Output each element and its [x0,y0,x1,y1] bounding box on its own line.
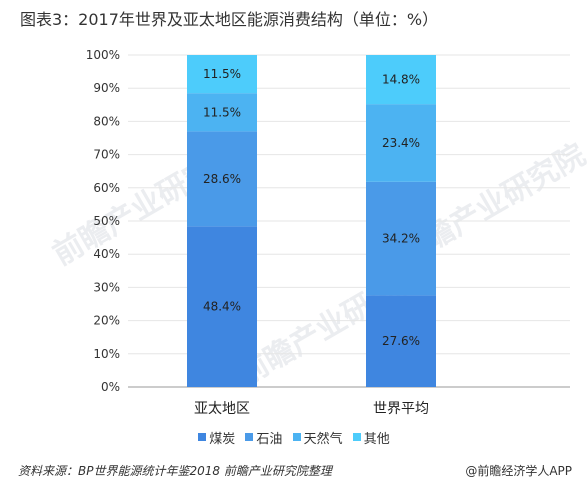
data-label: 11.5% [203,105,241,119]
data-label: 11.5% [203,67,241,81]
brand-credit: @前瞻经济学人APP [465,464,572,478]
footer: 资料来源：BP世界能源统计年鉴2018 前瞻产业研究院整理 @前瞻经济学人APP [0,452,588,488]
bar-segment [366,104,436,182]
y-tick-label: 30% [93,280,120,294]
legend-item-gas: 天然气 [292,428,343,447]
legend-label: 石油 [256,432,283,447]
bar-segment [187,131,257,227]
y-tick-label: 100% [86,48,120,62]
legend-item-coal: 煤炭 [198,428,235,447]
y-tick-label: 0% [101,380,120,394]
y-tick-label: 10% [93,347,120,361]
y-tick-label: 90% [93,81,120,95]
legend-item-oil: 石油 [245,428,282,447]
data-label: 28.6% [203,172,241,186]
y-tick-label: 70% [93,148,120,162]
legend-swatch [198,432,207,441]
x-category-label: 世界平均 [373,401,429,417]
data-label: 14.8% [382,73,420,87]
legend-label: 天然气 [303,432,343,447]
data-label: 34.2% [382,232,420,246]
bar-segment [187,226,257,387]
legend-item-other: 其他 [352,428,390,447]
legend-swatch [245,432,254,441]
stacked-bar-chart: 0% 10% 20% 30% 40% 50% 60% 70% 80% 90% 100% 48.4% 28… [86,48,570,417]
legend-swatch [292,432,301,441]
bar-segment [366,295,436,387]
x-category-label: 亚太地区 [194,401,250,417]
data-label: 48.4% [203,300,241,314]
source-note: 资料来源：BP世界能源统计年鉴2018 前瞻产业研究院整理 [18,464,332,478]
legend-label: 其他 [363,432,390,447]
data-label: 23.4% [382,136,420,150]
bar-segment [187,93,257,132]
y-tick-label: 60% [93,181,120,195]
y-tick-label: 40% [93,247,120,261]
legend-swatch [352,432,361,441]
chart-legend: 煤炭 石油 天然气 其他 [0,428,588,447]
y-tick-label: 20% [93,314,120,328]
legend-label: 煤炭 [209,432,236,447]
y-tick-label: 80% [93,114,120,128]
y-tick-label: 50% [93,214,120,228]
bar-segment [366,55,436,105]
bar-segment [187,55,257,94]
bar-segment [366,181,436,296]
chart-title: 图表3：2017年世界及亚太地区能源消费结构（单位：%） [20,10,439,29]
data-label: 27.6% [382,334,420,348]
